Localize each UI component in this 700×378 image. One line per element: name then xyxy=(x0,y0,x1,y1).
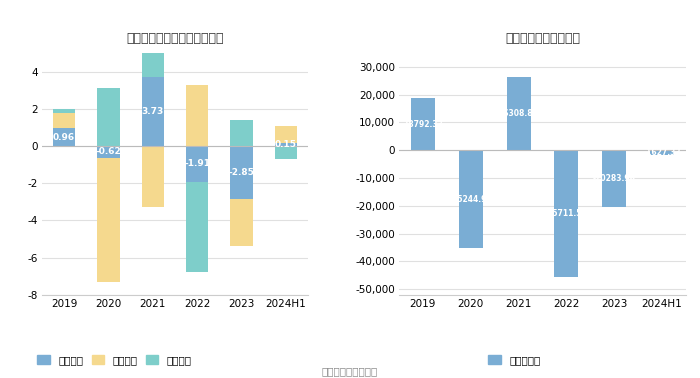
Text: 数据来源：恒生聚源: 数据来源：恒生聚源 xyxy=(322,366,378,376)
Bar xyxy=(53,113,76,128)
Bar xyxy=(650,150,674,155)
Text: -20283.96: -20283.96 xyxy=(593,174,636,183)
Bar xyxy=(507,77,531,150)
Bar xyxy=(97,146,120,158)
Bar xyxy=(411,98,435,150)
Bar xyxy=(186,181,209,272)
Bar xyxy=(230,120,253,146)
Legend: 经营活动, 筹资活动, 投资活动: 经营活动, 筹资活动, 投资活动 xyxy=(33,351,196,369)
Text: 0.15: 0.15 xyxy=(275,140,297,149)
Bar xyxy=(97,158,120,282)
Bar xyxy=(141,15,164,77)
Bar xyxy=(97,88,120,146)
Bar xyxy=(274,146,297,160)
Text: -35244.90: -35244.90 xyxy=(449,195,492,204)
Title: 西陇科学现金流净额（亿元）: 西陇科学现金流净额（亿元） xyxy=(126,32,224,45)
Text: 18792.33: 18792.33 xyxy=(403,119,443,129)
Bar xyxy=(141,77,164,146)
Bar xyxy=(230,146,253,199)
Bar xyxy=(554,150,578,277)
Text: -0.62: -0.62 xyxy=(96,147,121,156)
Text: -1627.33: -1627.33 xyxy=(643,148,681,157)
Bar xyxy=(53,109,76,113)
Text: -2.85: -2.85 xyxy=(229,168,254,177)
Bar xyxy=(141,146,164,208)
Bar xyxy=(274,143,297,146)
Legend: 自由现金流: 自由现金流 xyxy=(484,351,545,369)
Text: 26308.89: 26308.89 xyxy=(498,109,538,118)
Bar xyxy=(186,146,209,181)
Title: 自由现金流量（万元）: 自由现金流量（万元） xyxy=(505,32,580,45)
Bar xyxy=(274,126,297,143)
Text: 3.73: 3.73 xyxy=(141,107,164,116)
Bar xyxy=(230,199,253,246)
Text: -45711.57: -45711.57 xyxy=(545,209,588,218)
Bar xyxy=(186,85,209,146)
Text: -1.91: -1.91 xyxy=(184,159,210,168)
Text: 0.96: 0.96 xyxy=(53,133,75,141)
Bar xyxy=(458,150,483,248)
Bar xyxy=(602,150,626,207)
Bar xyxy=(53,128,76,146)
